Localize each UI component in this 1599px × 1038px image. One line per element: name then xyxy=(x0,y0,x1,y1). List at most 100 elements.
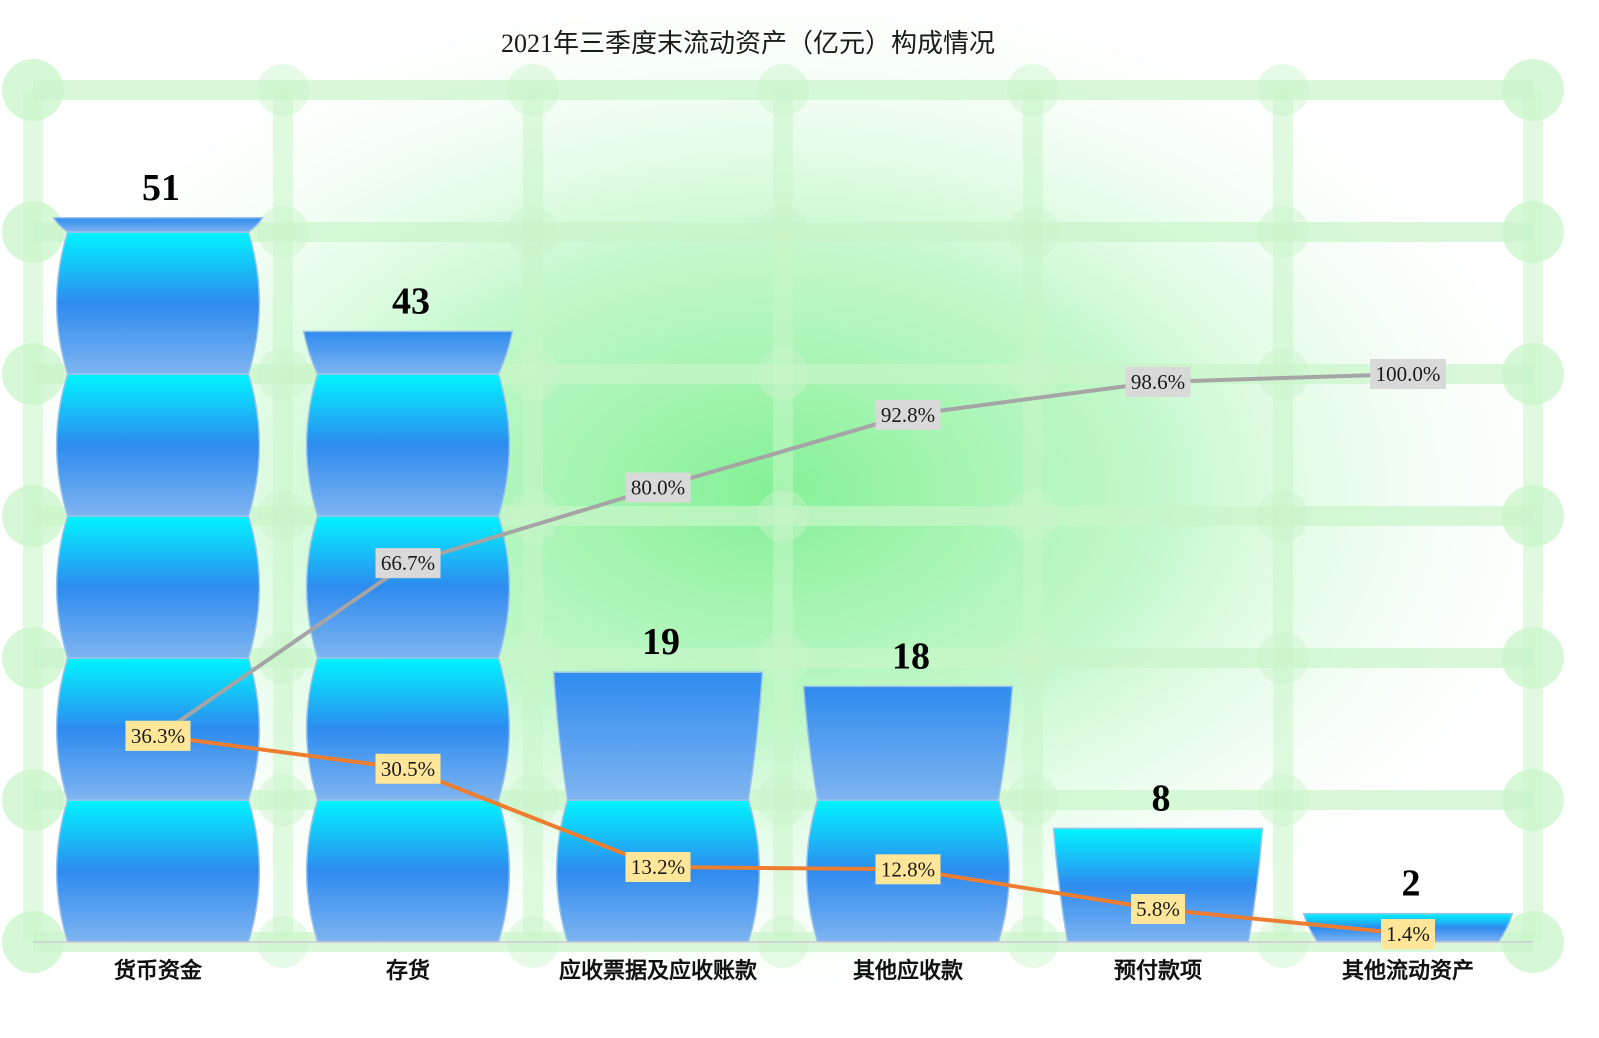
grid-node xyxy=(257,632,309,684)
grid-node xyxy=(2,59,64,121)
label-text: 98.6% xyxy=(1131,370,1185,394)
bar-segment xyxy=(305,799,511,943)
line-point-label: 66.7% xyxy=(375,548,441,579)
grid-node xyxy=(1007,632,1059,684)
grid-node xyxy=(757,490,809,542)
grid-node xyxy=(507,490,559,542)
label-box xyxy=(375,548,441,579)
label-text: 100.0% xyxy=(1376,362,1441,386)
grid-node xyxy=(2,201,64,263)
grid-node xyxy=(2,343,64,405)
grid-node xyxy=(1007,774,1059,826)
grid-node xyxy=(1257,632,1309,684)
line-point-label: 1.4% xyxy=(1381,919,1435,950)
labels-layer: 51 43 19 18 8 2 36.3% 66.7% 80.0% 92.8% 98.6% 100.0… xyxy=(125,167,1446,950)
label-text: 30.5% xyxy=(381,757,435,781)
bar-segment xyxy=(55,515,261,659)
label-text: 92.8% xyxy=(881,403,935,427)
grid-node xyxy=(1007,206,1059,258)
label-box xyxy=(125,720,191,751)
bar-预付款项 xyxy=(1052,827,1264,943)
grid-node xyxy=(1502,201,1564,263)
x-tick-label: 其他流动资产 xyxy=(1342,958,1474,984)
series-line xyxy=(156,372,1409,738)
line-point-label: 80.0% xyxy=(625,472,691,503)
bar-value-label: 2 xyxy=(1402,863,1421,905)
grid-layer xyxy=(2,59,1564,973)
label-text: 5.8% xyxy=(1136,897,1180,921)
line-point-label: 30.5% xyxy=(375,753,441,784)
grid-node xyxy=(257,490,309,542)
bar-segment xyxy=(55,373,261,517)
grid-node xyxy=(1502,343,1564,405)
grid-node xyxy=(1502,627,1564,689)
line-point-label: 36.3% xyxy=(125,720,191,751)
grid-node xyxy=(1257,348,1309,400)
bar-value-label: 8 xyxy=(1152,777,1171,819)
label-box xyxy=(625,472,691,503)
bar-segment-partial xyxy=(552,671,764,801)
label-box xyxy=(1131,894,1185,925)
grid-node xyxy=(1257,774,1309,826)
grid-node xyxy=(1502,769,1564,831)
grid-node xyxy=(257,64,309,116)
bar-value-label: 19 xyxy=(642,621,680,663)
line-point-label: 12.8% xyxy=(875,854,941,885)
grid-node xyxy=(2,485,64,547)
grid-node xyxy=(507,348,559,400)
bar-segment xyxy=(55,231,261,375)
label-box xyxy=(1370,359,1446,389)
chart-title: 2021年三季度末流动资产（亿元）构成情况 xyxy=(501,29,995,58)
label-text: 36.3% xyxy=(131,724,185,748)
label-text: 80.0% xyxy=(631,476,685,500)
bar-segment-partial xyxy=(52,217,264,233)
grid-node xyxy=(757,206,809,258)
x-tick-label: 货币资金 xyxy=(114,958,203,984)
label-box xyxy=(875,399,941,430)
lines-layer xyxy=(156,372,1409,937)
label-box xyxy=(1381,919,1435,950)
grid-node xyxy=(507,632,559,684)
grid-node xyxy=(1257,64,1309,116)
label-text: 1.4% xyxy=(1386,922,1430,946)
bar-segment-partial xyxy=(302,330,514,375)
bar-value-label: 18 xyxy=(892,635,930,677)
grid-node xyxy=(757,632,809,684)
bar-segment-partial xyxy=(802,685,1014,801)
label-box xyxy=(875,854,941,885)
bar-segment-partial xyxy=(1052,827,1264,943)
grid-node xyxy=(507,206,559,258)
grid-node xyxy=(1502,59,1564,121)
grid-node xyxy=(257,774,309,826)
bar-货币资金 xyxy=(52,217,264,943)
grid-node xyxy=(1502,485,1564,547)
grid-node xyxy=(1257,490,1309,542)
x-tick-label: 存货 xyxy=(386,958,430,984)
grid-node xyxy=(1007,490,1059,542)
label-box xyxy=(625,852,691,883)
line-point-label: 100.0% xyxy=(1370,359,1446,389)
line-point-label: 13.2% xyxy=(625,852,691,883)
bar-应收票据及应收账款 xyxy=(552,671,764,943)
bar-segment xyxy=(305,515,511,659)
bar-segment xyxy=(305,373,511,517)
label-box xyxy=(375,753,441,784)
x-tick-label: 其他应收款 xyxy=(853,958,964,984)
bar-value-label: 43 xyxy=(392,280,430,322)
x-tick-labels: 货币资金 存货 应收票据及应收账款 其他应收款 预付款项 其他流动资产 xyxy=(114,958,1474,984)
line-point-label: 98.6% xyxy=(1125,366,1191,397)
bar-segment xyxy=(305,657,511,801)
grid-node xyxy=(1257,206,1309,258)
x-tick-label: 预付款项 xyxy=(1114,958,1202,984)
line-point-label: 5.8% xyxy=(1131,894,1185,925)
label-box xyxy=(1125,366,1191,397)
bar-value-label: 51 xyxy=(142,167,180,209)
grid-node xyxy=(757,64,809,116)
label-text: 66.7% xyxy=(381,551,435,575)
label-text: 13.2% xyxy=(631,855,685,879)
line-point-label: 92.8% xyxy=(875,399,941,430)
grid-node xyxy=(757,774,809,826)
grid-node xyxy=(1007,348,1059,400)
